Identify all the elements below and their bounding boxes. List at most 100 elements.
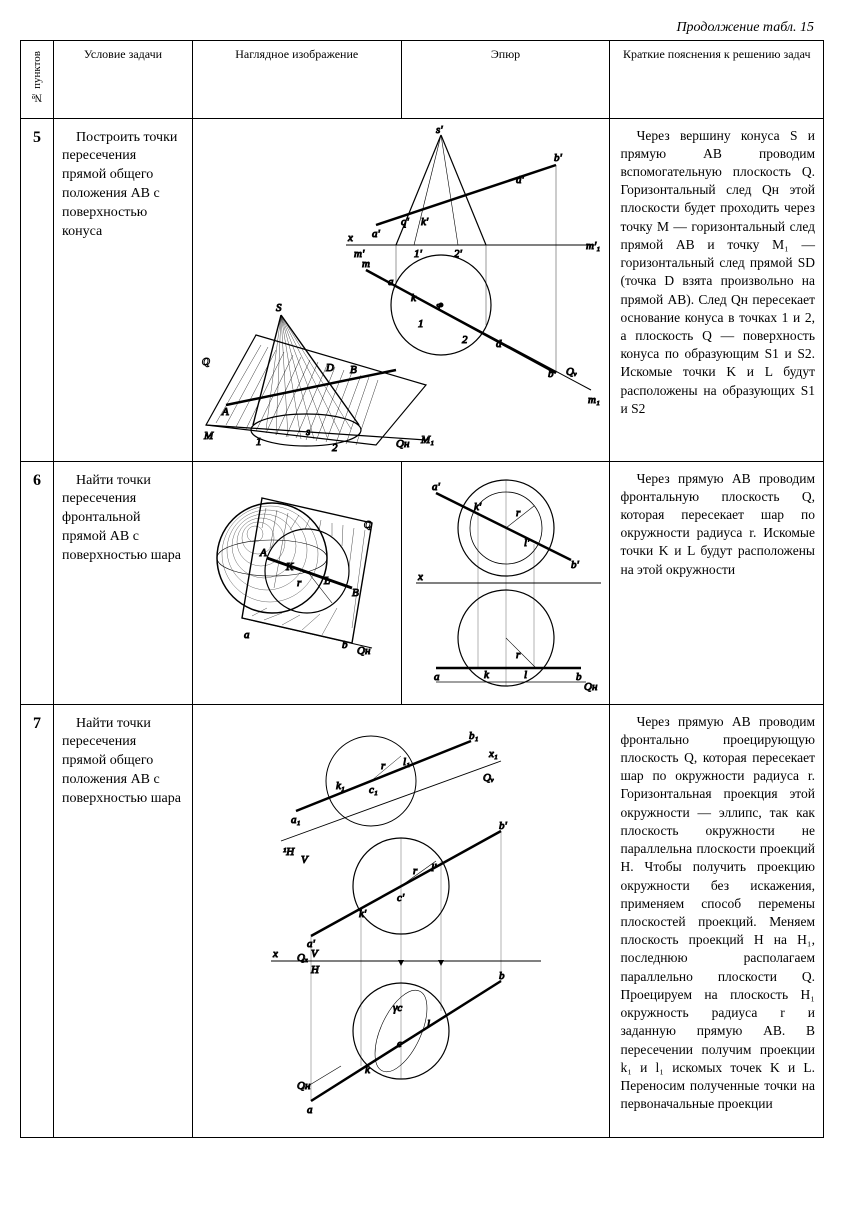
geometry-table: № пунктов Условие задачи Наглядное изобр… (20, 40, 824, 1138)
cone-diagram: x m' s' b' a' d' q'k' (196, 125, 606, 455)
row-cond: Найти точки пересечения фронтальной прям… (54, 461, 193, 704)
svg-text:V: V (311, 948, 319, 960)
table-row: 5 Построить точки пересечения прямой общ… (21, 118, 824, 461)
svg-text:a': a' (372, 228, 381, 240)
svg-text:m: m (362, 258, 370, 270)
expl-text: Через вершину конуса S и прямую AB прово… (620, 127, 815, 419)
svg-text:b: b (342, 639, 348, 651)
svg-text:L: L (323, 575, 330, 587)
svg-text:c₁: c₁ (369, 784, 378, 796)
svg-text:Qᵥ: Qᵥ (483, 772, 494, 784)
header-cond: Условие задачи (54, 41, 193, 119)
svg-text:l: l (524, 669, 527, 681)
svg-text:m₁: m₁ (588, 394, 600, 406)
svg-text:Q: Q (202, 356, 210, 368)
svg-text:a': a' (432, 481, 441, 493)
svg-text:a: a (244, 629, 250, 641)
cond-text: Найти точки пересечения фронтальной прям… (62, 472, 184, 566)
svg-text:K: K (285, 561, 294, 573)
svg-text:S: S (276, 302, 282, 314)
svg-text:d': d' (516, 174, 525, 186)
svg-text:H: H (310, 964, 320, 976)
row-num: 5 (21, 118, 54, 461)
svg-text:Qн: Qн (396, 438, 410, 450)
header-expl: Краткие пояснения к решению задач (610, 41, 824, 119)
header-epure: Эпюр (401, 41, 610, 119)
svg-text:B: B (350, 364, 357, 376)
svg-text:A: A (221, 406, 229, 418)
svg-text:D: D (325, 362, 334, 374)
svg-text:V: V (301, 854, 309, 866)
svg-text:k: k (484, 669, 490, 681)
header-pict: Наглядное изображение (192, 41, 401, 119)
svg-text:b: b (576, 671, 582, 683)
svg-text:M: M (203, 430, 214, 442)
expl-text: Через прямую AB проводим фронтально прое… (620, 713, 815, 1114)
table-row: 6 Найти точки пересечения фронтальной пр… (21, 461, 824, 704)
svg-text:c: c (397, 1038, 402, 1050)
expl-text: Через прямую AB проводим фронтальную пло… (620, 470, 815, 579)
svg-text:2: 2 (462, 334, 468, 346)
svg-text:q': q' (401, 216, 410, 228)
header-num-label: № пунктов (31, 47, 43, 108)
svg-text:r: r (516, 507, 521, 519)
header-row: № пунктов Условие задачи Наглядное изобр… (21, 41, 824, 119)
cond-text: Найти точки пересечения прямой общего по… (62, 715, 184, 809)
row-epure: a' b' k' l' r x a b k (401, 461, 610, 704)
svg-text:x: x (347, 232, 353, 244)
svg-text:r: r (413, 865, 418, 877)
svg-text:l: l (427, 1018, 430, 1030)
header-num: № пунктов (21, 41, 54, 119)
cond-text: Построить точки пересечения прямой общег… (62, 129, 184, 242)
svg-text:b': b' (499, 820, 508, 832)
svg-text:m'₁: m'₁ (586, 240, 600, 252)
row-pict: Q (192, 461, 401, 704)
table-row: 7 Найти точки пересечения прямой общего … (21, 704, 824, 1137)
svg-text:2: 2 (332, 442, 338, 454)
svg-text:b': b' (571, 559, 580, 571)
svg-text:1: 1 (418, 318, 424, 330)
svg-text:k₁: k₁ (336, 780, 345, 792)
row-cond: Построить точки пересечения прямой общег… (54, 118, 193, 461)
svg-text:Qн: Qн (297, 1080, 311, 1092)
svg-text:b': b' (554, 152, 563, 164)
row-diagram: x m' s' b' a' d' q'k' (192, 118, 610, 461)
svg-text:Qн: Qн (357, 645, 371, 657)
row-diagram: a₁ b₁ k₁ l₁ c₁ r x₁ Qᵥ ¹H V (192, 704, 610, 1137)
svg-text:¹H: ¹H (283, 846, 295, 858)
svg-text:k': k' (474, 501, 482, 513)
svg-text:b: b (499, 970, 505, 982)
svg-text:s: s (306, 426, 310, 438)
sphere-general-epure: a₁ b₁ k₁ l₁ c₁ r x₁ Qᵥ ¹H V (241, 711, 561, 1131)
svg-text:a: a (307, 1104, 313, 1116)
svg-text:r: r (516, 649, 521, 661)
svg-text:x₁: x₁ (488, 748, 498, 760)
table-continuation: Продолжение табл. 15 (20, 20, 824, 36)
svg-text:b₁: b₁ (469, 730, 479, 742)
svg-text:x: x (272, 948, 278, 960)
svg-text:r: r (297, 577, 302, 589)
row-expl: Через прямую AB проводим фронтальную пло… (610, 461, 824, 704)
svg-text:1': 1' (414, 248, 423, 260)
svg-text:a: a (434, 671, 440, 683)
row-num: 6 (21, 461, 54, 704)
svg-text:A: A (259, 547, 267, 559)
sphere-pictorial: Q (202, 468, 392, 678)
svg-text:Qᵥ: Qᵥ (566, 366, 577, 378)
svg-text:a₁: a₁ (291, 814, 301, 826)
svg-text:l₁: l₁ (403, 756, 410, 768)
svg-text:M₁: M₁ (420, 434, 434, 446)
sphere-epure: a' b' k' l' r x a b k (406, 468, 606, 698)
svg-text:1: 1 (256, 436, 262, 448)
svg-text:k: k (365, 1064, 371, 1076)
svg-text:r: r (381, 760, 386, 772)
svg-text:k': k' (421, 216, 429, 228)
svg-text:k': k' (359, 908, 367, 920)
row-expl: Через прямую AB проводим фронтально прое… (610, 704, 824, 1137)
row-expl: Через вершину конуса S и прямую AB прово… (610, 118, 824, 461)
row-num: 7 (21, 704, 54, 1137)
svg-text:s': s' (436, 125, 443, 136)
svg-text:l': l' (524, 537, 530, 549)
row-cond: Найти точки пересечения прямой общего по… (54, 704, 193, 1137)
svg-text:Q: Q (364, 519, 372, 531)
